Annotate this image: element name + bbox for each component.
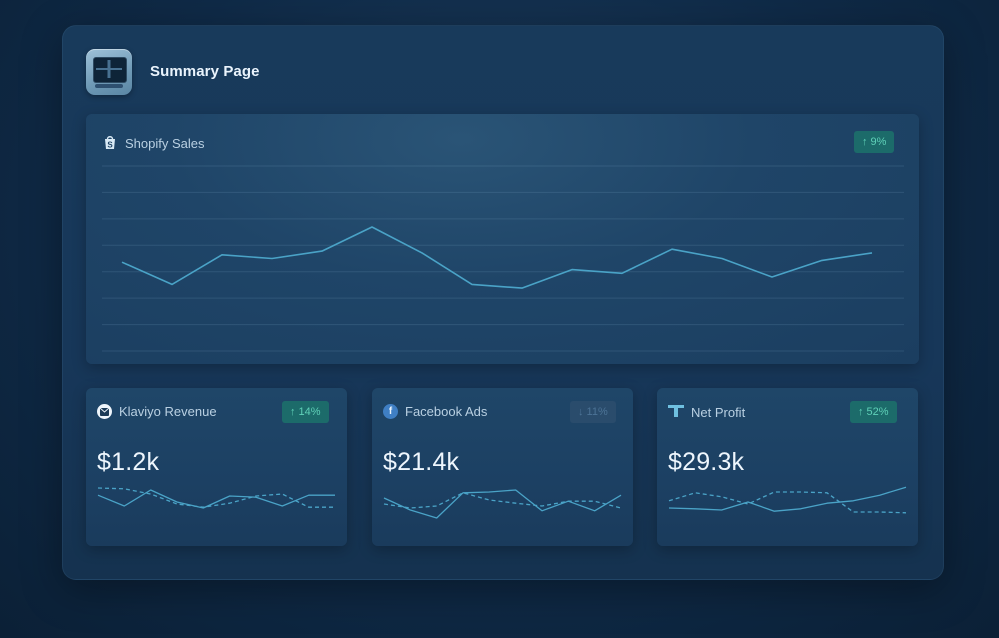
klaviyo-header: Klaviyo Revenue xyxy=(97,404,217,419)
svg-text:S: S xyxy=(107,141,113,150)
facebook-value: $21.4k xyxy=(383,448,460,476)
facebook-icon: f xyxy=(383,404,398,419)
net-profit-card[interactable]: Net Profit ↑ 52% $29.3k xyxy=(657,388,918,546)
net-profit-value: $29.3k xyxy=(668,448,745,476)
series-line xyxy=(383,489,622,519)
facebook-ads-card[interactable]: f Facebook Ads ↓ 11% $21.4k xyxy=(372,388,633,546)
monitor-icon xyxy=(86,49,132,95)
klaviyo-badge: ↑ 14% xyxy=(282,401,329,423)
klaviyo-revenue-card[interactable]: Klaviyo Revenue ↑ 14% $1.2k xyxy=(86,388,347,546)
facebook-ads-label: Facebook Ads xyxy=(405,404,488,419)
shopify-sales-chart xyxy=(102,165,904,352)
shopify-sales-header: S Shopify Sales xyxy=(102,134,205,153)
shopify-sales-badge: ↑ 9% xyxy=(854,131,895,153)
series-line-dashed xyxy=(97,487,335,508)
series-line xyxy=(97,489,335,509)
net-profit-icon xyxy=(668,404,684,421)
shopify-bag-icon: S xyxy=(102,134,118,153)
net-profit-header: Net Profit xyxy=(668,404,745,421)
shopify-sales-card[interactable]: S Shopify Sales ↑ 9% xyxy=(86,114,919,364)
series-line xyxy=(121,226,873,289)
net-profit-sparkline xyxy=(668,486,907,514)
facebook-header: f Facebook Ads xyxy=(383,404,487,419)
net-profit-badge: ↑ 52% xyxy=(850,401,897,423)
klaviyo-value: $1.2k xyxy=(97,448,160,476)
klaviyo-revenue-label: Klaviyo Revenue xyxy=(119,404,217,419)
net-profit-label: Net Profit xyxy=(691,405,746,420)
klaviyo-sparkline xyxy=(97,487,336,509)
facebook-badge: ↓ 11% xyxy=(570,401,616,423)
series-line xyxy=(668,486,907,512)
shopify-sales-label: Shopify Sales xyxy=(125,136,205,151)
facebook-sparkline xyxy=(383,489,622,519)
page-title: Summary Page xyxy=(150,63,260,80)
series-line-dashed xyxy=(383,492,622,509)
klaviyo-icon xyxy=(97,404,112,419)
